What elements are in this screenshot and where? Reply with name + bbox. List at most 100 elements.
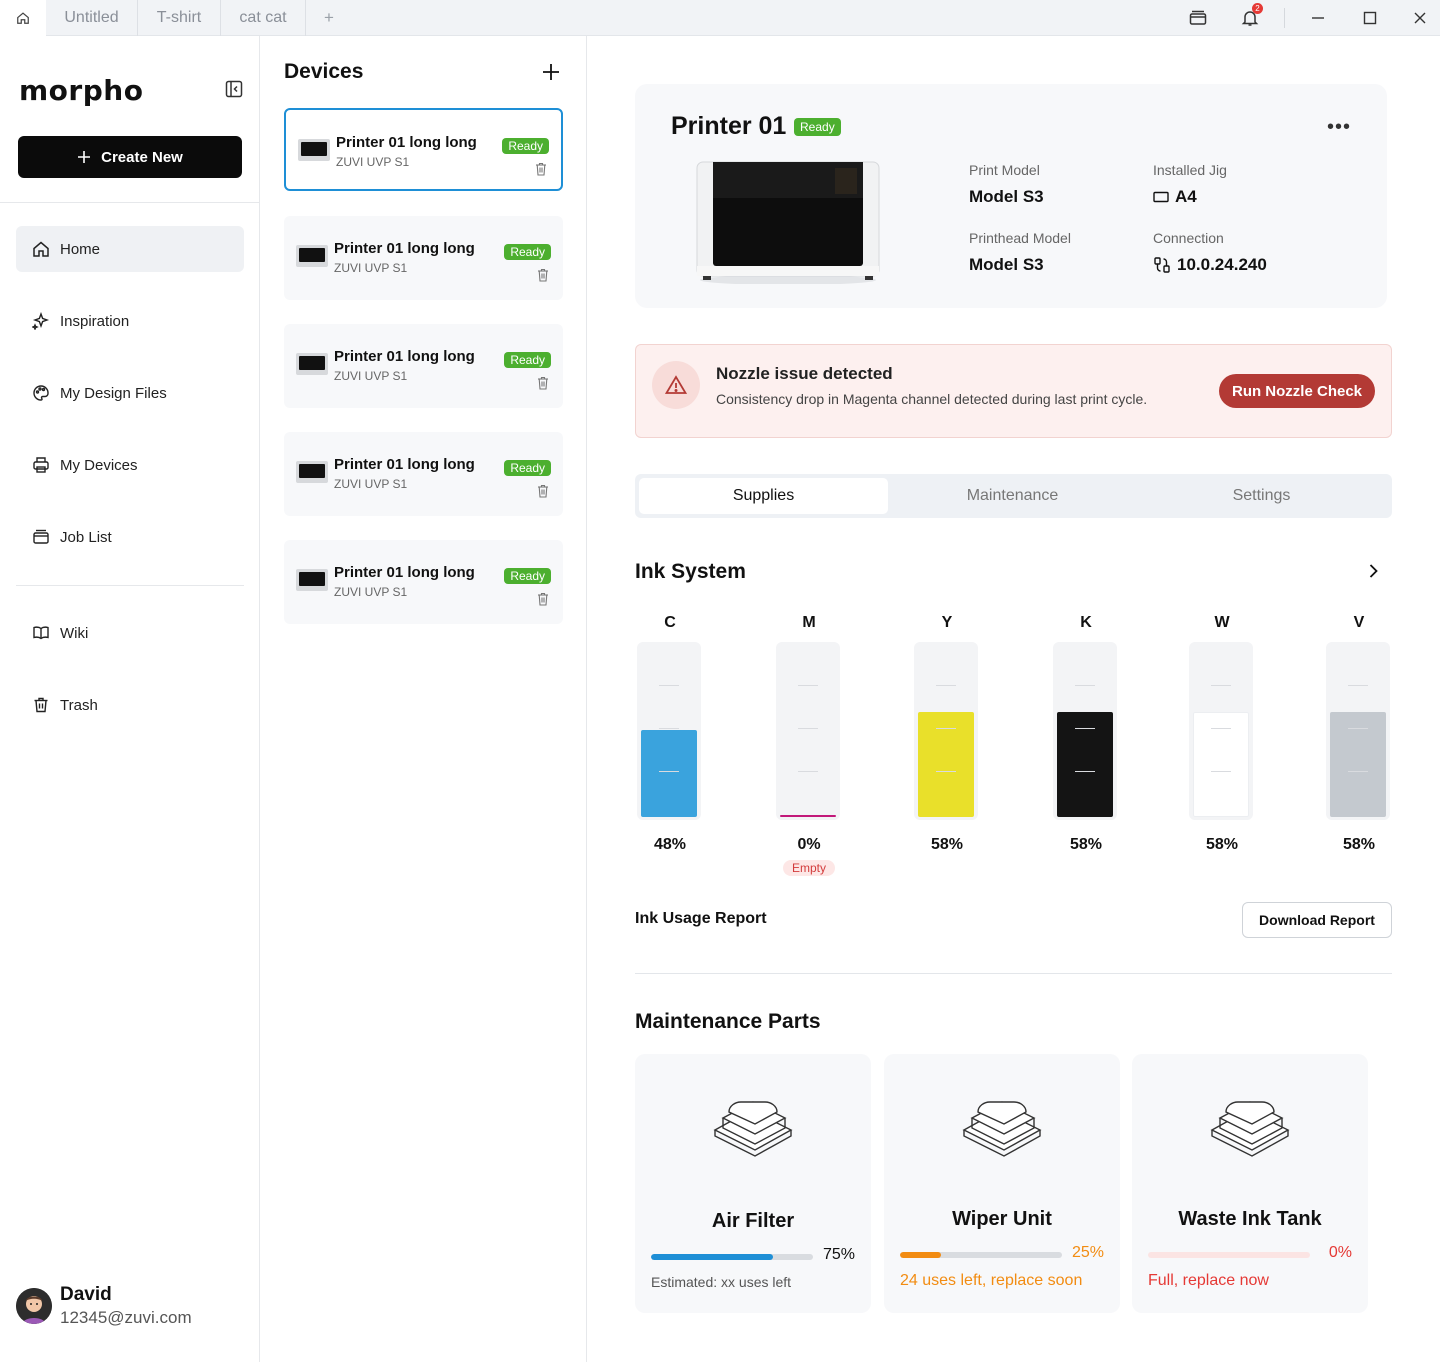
ink-level-fill bbox=[1193, 712, 1249, 817]
maintenance-part-card[interactable]: Waste Ink Tank 0% Full, replace now bbox=[1132, 1054, 1368, 1313]
detail-tabs: Supplies Maintenance Settings bbox=[635, 474, 1392, 518]
sidebar-divider bbox=[0, 202, 259, 203]
ink-system-expand-button[interactable] bbox=[1363, 561, 1383, 581]
status-badge: Ready bbox=[794, 118, 841, 136]
part-note: Full, replace now bbox=[1148, 1272, 1269, 1289]
status-badge: Ready bbox=[504, 568, 551, 584]
run-nozzle-check-button[interactable]: Run Nozzle Check bbox=[1219, 374, 1375, 408]
ink-letter: Y bbox=[941, 614, 953, 631]
add-device-button[interactable] bbox=[540, 61, 562, 83]
new-tab-button[interactable]: + bbox=[324, 8, 334, 27]
status-badge: Ready bbox=[504, 460, 551, 476]
tab-untitled[interactable]: Untitled bbox=[46, 0, 138, 36]
filter-part-icon bbox=[1210, 1101, 1290, 1157]
chevron-right-icon bbox=[1369, 564, 1378, 578]
trash-icon bbox=[34, 697, 48, 713]
ink-level-fill bbox=[1057, 712, 1113, 817]
device-model: ZUVI UVP S1 bbox=[334, 261, 408, 275]
tab-t-shirt[interactable]: T-shirt bbox=[138, 0, 221, 36]
ink-tube bbox=[1189, 642, 1253, 820]
device-card[interactable]: Printer 01 long long ZUVI UVP S1 Ready bbox=[284, 216, 563, 300]
devices-title: Devices bbox=[284, 60, 364, 83]
ink-letter: M bbox=[802, 614, 816, 631]
device-model: ZUVI UVP S1 bbox=[334, 369, 408, 383]
device-card[interactable]: Printer 01 long long ZUVI UVP S1 Ready bbox=[284, 432, 563, 516]
sidebar-item-label: Job List bbox=[60, 528, 112, 546]
device-card[interactable]: Printer 01 long long ZUVI UVP S1 Ready bbox=[284, 540, 563, 624]
tab-bar: Untitled T-shirt cat cat + 2 bbox=[0, 0, 1440, 36]
sidebar-item-label: My Devices bbox=[60, 456, 138, 474]
part-percent: 0% bbox=[1328, 1244, 1352, 1261]
create-new-label: Create New bbox=[101, 148, 183, 166]
ink-channel-y: Y 58% bbox=[914, 614, 980, 854]
sidebar-nav-divider bbox=[16, 585, 244, 586]
tab-supplies[interactable]: Supplies bbox=[639, 478, 888, 514]
delete-device-icon[interactable] bbox=[535, 162, 547, 176]
connection-text: 10.0.24.240 bbox=[1177, 255, 1267, 274]
ink-percent: 58% bbox=[930, 836, 964, 853]
sparkle-icon bbox=[32, 312, 50, 330]
palette-icon bbox=[33, 385, 49, 401]
sidebar-item-label: Trash bbox=[60, 696, 98, 714]
sidebar-item-my-design-files[interactable]: My Design Files bbox=[16, 370, 244, 416]
create-new-button[interactable]: Create New bbox=[18, 136, 242, 178]
tab-maintenance[interactable]: Maintenance bbox=[966, 487, 1059, 504]
print-model-value: Model S3 bbox=[969, 187, 1044, 207]
tray-icon bbox=[33, 529, 49, 544]
device-card[interactable]: Printer 01 long long ZUVI UVP S1 Ready bbox=[284, 108, 563, 191]
ink-channel-m: M 0% Empty bbox=[776, 614, 842, 876]
sidebar-item-wiki[interactable]: Wiki bbox=[16, 610, 244, 656]
ethernet-icon bbox=[1154, 257, 1170, 273]
maintenance-part-card[interactable]: Wiper Unit 25% 24 uses left, replace soon bbox=[884, 1054, 1120, 1313]
device-thumbnail bbox=[296, 461, 328, 483]
ink-percent: 58% bbox=[1342, 836, 1376, 853]
device-card[interactable]: Printer 01 long long ZUVI UVP S1 Ready bbox=[284, 324, 563, 408]
sidebar-item-label: Inspiration bbox=[60, 312, 130, 330]
ink-tick bbox=[1348, 771, 1368, 772]
ink-percent: 58% bbox=[1205, 836, 1239, 853]
sidebar-item-label: Wiki bbox=[60, 624, 89, 642]
print-model-text: Model S3 bbox=[969, 187, 1044, 206]
user-email: 12345@zuvi.com bbox=[60, 1308, 192, 1327]
archive-icon bbox=[1189, 10, 1207, 25]
ink-tube bbox=[776, 642, 840, 820]
user-profile[interactable]: David 12345@zuvi.com bbox=[16, 1284, 192, 1328]
main-content: Printer 01 Ready ••• Print Model Model S… bbox=[587, 36, 1440, 1362]
archive-button[interactable] bbox=[1178, 0, 1218, 36]
device-model: ZUVI UVP S1 bbox=[336, 155, 410, 169]
sidebar-item-job-list[interactable]: Job List bbox=[16, 514, 244, 560]
part-progress-fill bbox=[900, 1252, 941, 1258]
ink-tick bbox=[659, 728, 679, 729]
part-name: Air Filter bbox=[711, 1210, 795, 1232]
sidebar-item-inspiration[interactable]: Inspiration bbox=[16, 298, 244, 344]
download-report-button[interactable]: Download Report bbox=[1242, 902, 1392, 938]
notifications-button[interactable]: 2 bbox=[1230, 0, 1270, 36]
ink-letter: C bbox=[664, 614, 676, 631]
installed-jig-label: Installed Jig bbox=[1153, 162, 1227, 178]
part-name: Waste Ink Tank bbox=[1178, 1208, 1322, 1230]
tab-settings[interactable]: Settings bbox=[1232, 487, 1291, 504]
sidebar-item-trash[interactable]: Trash bbox=[16, 682, 244, 728]
status-badge: Ready bbox=[504, 244, 551, 260]
sidebar-item-home[interactable]: Home bbox=[16, 226, 244, 272]
part-progress-bar bbox=[1148, 1252, 1310, 1258]
more-options-button[interactable]: ••• bbox=[1326, 116, 1351, 138]
delete-device-icon[interactable] bbox=[537, 592, 549, 606]
minimize-button[interactable] bbox=[1298, 0, 1338, 36]
morpho-logo: morpho bbox=[19, 74, 144, 107]
close-window-button[interactable] bbox=[1400, 0, 1440, 36]
ink-tick bbox=[1075, 728, 1095, 729]
tab-cat-cat[interactable]: cat cat bbox=[221, 0, 306, 36]
collapse-sidebar-button[interactable] bbox=[224, 79, 244, 99]
delete-device-icon[interactable] bbox=[537, 268, 549, 282]
sidebar-item-my-devices[interactable]: My Devices bbox=[16, 442, 244, 488]
sidebar-item-label: Home bbox=[60, 240, 101, 258]
delete-device-icon[interactable] bbox=[537, 376, 549, 390]
ink-tick bbox=[659, 685, 679, 686]
ink-level-fill bbox=[1330, 712, 1386, 817]
ink-tick bbox=[936, 728, 956, 729]
tab-home[interactable] bbox=[0, 0, 46, 36]
maintenance-part-card[interactable]: Air Filter 75% Estimated: xx uses left bbox=[635, 1054, 871, 1313]
maximize-button[interactable] bbox=[1350, 0, 1390, 36]
delete-device-icon[interactable] bbox=[537, 484, 549, 498]
